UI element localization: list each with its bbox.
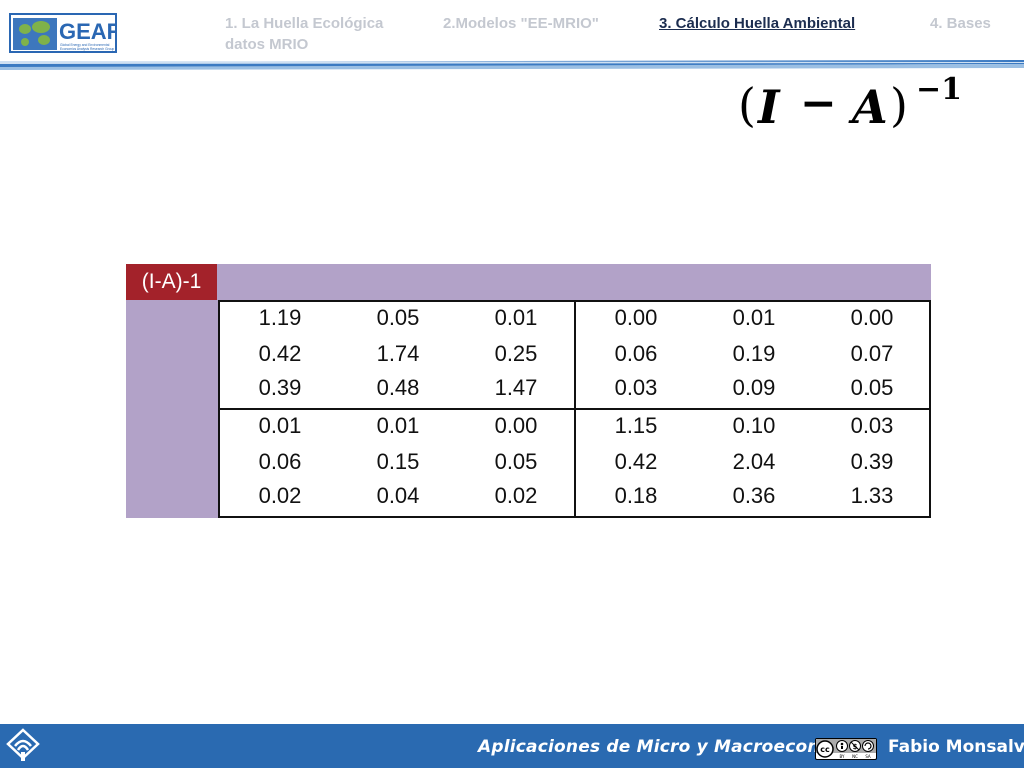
table-cell: 0.48 (376, 375, 420, 400)
inverse-matrix-table: (I-A)-1 1.19 0.05 0.01 0.00 0.01 0.00 0.42 1.74… (126, 264, 931, 518)
footer-bar: Aplicaciones de Micro y Macroeconomía cc… (0, 724, 1024, 768)
nav-item-bases[interactable]: 4. Bases (930, 15, 991, 32)
svg-text:GEAR: GEAR (59, 19, 117, 44)
svg-text:BY: BY (840, 754, 846, 759)
table-cell: 0.42 (258, 341, 302, 366)
table-row: 0.02 0.04 0.02 0.18 0.36 1.33 (218, 479, 931, 513)
formula-matrix-a: A (852, 80, 888, 134)
table-cell: 0.01 (258, 413, 302, 438)
table-row: 0.01 0.01 0.00 1.15 0.10 0.03 (218, 409, 931, 443)
table-cell: 0.01 (376, 413, 420, 438)
table-cell: 0.00 (850, 305, 894, 330)
table-cell: 0.42 (614, 449, 658, 474)
footer-course-title: Aplicaciones de Micro y Macroeconomía (478, 737, 868, 757)
nav-item-calculo-huella-ambiental[interactable]: 3. Cálculo Huella Ambiental (659, 15, 856, 32)
table-cell: 1.19 (258, 305, 302, 330)
table-row: 0.42 1.74 0.25 0.06 0.19 0.07 (218, 337, 931, 371)
table-cell: 0.05 (376, 305, 420, 330)
table-cell: 0.05 (850, 375, 894, 400)
formula-minus-sign: − (800, 78, 837, 129)
table-row-header-bar (126, 300, 218, 518)
table-cell: 0.06 (614, 341, 658, 366)
table-cell: 0.09 (732, 375, 776, 400)
inverse-matrix-formula: ( I − A ) −1 (738, 70, 988, 142)
table-cell: 2.04 (732, 449, 776, 474)
nav-item-huella-ecologica[interactable]: 1. La Huella Ecológica (225, 15, 384, 32)
table-cell: 0.04 (376, 483, 420, 508)
table-cell: 0.25 (494, 341, 538, 366)
table-row: 1.19 0.05 0.01 0.00 0.01 0.00 (218, 301, 931, 335)
table-cell: 0.01 (732, 305, 776, 330)
table-cell: 0.02 (258, 483, 302, 508)
cc-license-badge: cc $ BY NC SA (815, 738, 877, 760)
gear-logo: GEAR Global Energy and Environmental Eco… (9, 13, 117, 53)
svg-text:SA: SA (865, 754, 871, 759)
svg-text:Global Energy and Environmenta: Global Energy and Environmental (60, 43, 110, 47)
table-cell: 0.39 (850, 449, 894, 474)
formula-close-paren: ) (890, 78, 908, 132)
table-title: (I-A)-1 (126, 264, 217, 300)
svg-text:Economics Analysis Research Gr: Economics Analysis Research Group (60, 47, 114, 51)
nav-item-modelos-ee-mrio[interactable]: 2.Modelos "EE-MRIO" (443, 15, 599, 32)
block-bottom-right (574, 408, 931, 518)
table-cell: 0.39 (258, 375, 302, 400)
table-row: 0.39 0.48 1.47 0.03 0.09 0.05 (218, 371, 931, 405)
table-cell: 0.15 (376, 449, 420, 474)
table-cell: 1.15 (614, 413, 658, 438)
table-cell: 0.00 (614, 305, 658, 330)
table-row: 0.06 0.15 0.05 0.42 2.04 0.39 (218, 445, 931, 479)
table-cell: 0.36 (732, 483, 776, 508)
table-cell: 0.05 (494, 449, 538, 474)
footer-author: Fabio Monsalve (888, 737, 1024, 757)
table-cell: 0.18 (614, 483, 658, 508)
formula-identity-matrix: I (758, 80, 780, 134)
svg-text:$: $ (853, 743, 858, 751)
svg-text:NC: NC (852, 754, 858, 759)
formula-open-paren: ( (738, 78, 756, 132)
table-cell: 0.10 (732, 413, 776, 438)
table-cell: 0.03 (614, 375, 658, 400)
nav-item-bases-continued[interactable]: datos MRIO (225, 36, 309, 53)
table-cell: 0.06 (258, 449, 302, 474)
table-cell: 1.74 (376, 341, 420, 366)
university-icon (6, 728, 40, 761)
table-cell: 1.47 (494, 375, 538, 400)
table-cell: 0.01 (494, 305, 538, 330)
table-cell: 0.00 (494, 413, 538, 438)
table-body: 1.19 0.05 0.01 0.00 0.01 0.00 0.42 1.74 0.25 0.06… (218, 300, 931, 518)
table-cell: 0.02 (494, 483, 538, 508)
table-header-bar (126, 264, 931, 300)
formula-exponent: −1 (916, 72, 963, 107)
table-cell: 1.33 (850, 483, 894, 508)
table-cell: 0.03 (850, 413, 894, 438)
header-divider (0, 58, 1024, 70)
top-navigation: 1. La Huella Ecológica 2.Modelos "EE-MRI… (0, 0, 1024, 60)
svg-text:cc: cc (820, 745, 830, 754)
table-cell: 0.07 (850, 341, 894, 366)
table-cell: 0.19 (732, 341, 776, 366)
